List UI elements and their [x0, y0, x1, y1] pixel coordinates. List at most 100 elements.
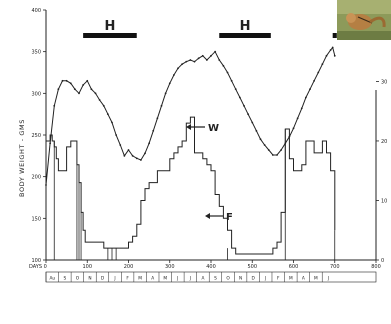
series-w-point — [164, 92, 167, 95]
y-axis-right-ticks: 010203040 — [376, 20, 387, 264]
series-w-point — [230, 79, 233, 82]
series-w-point — [226, 71, 229, 74]
month-label: O — [76, 276, 80, 282]
x-axis-prefix: DAYS 0 — [29, 264, 47, 270]
month-label: F — [277, 276, 280, 282]
series-w-point — [172, 74, 175, 76]
month-label: F — [126, 276, 129, 282]
month-label: Au — [49, 276, 55, 282]
series-w-point — [102, 104, 105, 107]
x-tick-label: 600 — [289, 264, 299, 270]
month-label: J — [113, 276, 115, 282]
month-label: J — [189, 276, 191, 282]
x-tick-label: 400 — [206, 264, 216, 270]
series-w-point — [168, 82, 171, 85]
series-w-point — [78, 92, 80, 95]
series-f-line — [46, 116, 336, 255]
series-w-point — [111, 121, 113, 124]
series-w-point — [106, 113, 109, 116]
series-w-point — [86, 79, 89, 82]
y-left-tick-label: 300 — [31, 91, 41, 97]
month-label: J — [327, 276, 329, 282]
series-w-point — [259, 138, 262, 141]
month-label: M — [163, 276, 167, 282]
series-w-point — [214, 50, 217, 53]
series-w-point — [276, 154, 278, 156]
series-w-point — [280, 149, 283, 151]
month-label: S — [214, 276, 217, 282]
series-w-point — [263, 144, 266, 146]
series-w-point — [300, 107, 303, 110]
series-w-point — [123, 154, 126, 157]
series-w-point — [333, 54, 336, 57]
series-w-point — [243, 104, 245, 107]
hibernation-bar — [83, 33, 137, 38]
series-w-point — [119, 144, 122, 146]
series-w-line — [45, 46, 336, 186]
series-w-point — [69, 82, 72, 85]
series-w-point — [139, 159, 142, 161]
y-right-tick-label: 20 — [381, 139, 387, 145]
series-w-point — [65, 79, 68, 82]
x-axis-ticks: 100 200 300 400 500 600 700 800 — [45, 260, 381, 270]
y-left-tick-label: 150 — [31, 216, 41, 222]
x-tick-label: 100 — [82, 264, 92, 270]
series-w-point — [98, 99, 101, 101]
series-w-point — [205, 59, 208, 61]
chipmunk-photo — [337, 0, 391, 40]
series-w-arrowhead — [186, 124, 191, 130]
series-w-point — [284, 142, 287, 145]
series-w-point — [189, 59, 192, 61]
series-w-point — [177, 67, 179, 70]
series-w-point — [292, 127, 295, 130]
series-w-point — [288, 135, 291, 138]
series-w-point — [251, 121, 254, 124]
series-w-point — [160, 104, 163, 107]
series-f-label: F — [226, 212, 233, 223]
month-strip — [45, 271, 377, 283]
month-label: J — [176, 276, 178, 282]
series-w-point — [309, 88, 311, 91]
series-w-point — [90, 88, 93, 91]
series-w-point — [210, 54, 212, 57]
hibernation-label: H — [104, 19, 115, 34]
series-f-arrowhead — [205, 213, 210, 219]
x-tick-label: 500 — [247, 264, 257, 270]
hibernation-label: H — [240, 19, 251, 34]
month-label: N — [239, 276, 242, 282]
month-label: M — [314, 276, 318, 282]
y-left-tick-label: 100 — [31, 258, 41, 264]
series-w-point — [156, 117, 159, 120]
month-label: A — [201, 276, 204, 282]
series-w-point — [73, 88, 76, 91]
x-tick-label: 300 — [165, 264, 175, 270]
month-label: M — [138, 276, 142, 282]
series-w-point — [131, 154, 134, 157]
series-w-point — [94, 92, 97, 95]
y-axis-left-ticks: 100 150 200 250 300 350 400 — [31, 8, 46, 264]
hibernation-bar — [219, 33, 271, 38]
y-left-tick-label: 250 — [31, 133, 41, 139]
series-w-point — [115, 134, 118, 136]
series-w-point — [57, 88, 60, 91]
series-w-point — [238, 96, 241, 99]
series-w-point — [304, 96, 307, 99]
y-axis-title: BODY WEIGHT - GMS — [18, 119, 26, 197]
month-label: S — [63, 276, 66, 282]
month-cells: Au S O N D J F M A M J J A S O N D J F M A M J — [45, 272, 329, 282]
series-w-point — [144, 152, 146, 155]
y-right-tick-label: 10 — [381, 198, 387, 204]
y-left-tick-label: 400 — [31, 8, 41, 14]
series-w-point — [234, 88, 237, 91]
series-w-point — [201, 54, 204, 57]
x-tick-label: 800 — [371, 264, 381, 270]
series-w-point — [185, 60, 188, 63]
month-label: M — [289, 276, 293, 282]
series-w-point — [321, 63, 324, 66]
series-w-point — [296, 117, 299, 120]
month-label: N — [88, 276, 91, 282]
series-w-point — [247, 113, 250, 116]
y-left-tick-label: 350 — [31, 50, 41, 56]
